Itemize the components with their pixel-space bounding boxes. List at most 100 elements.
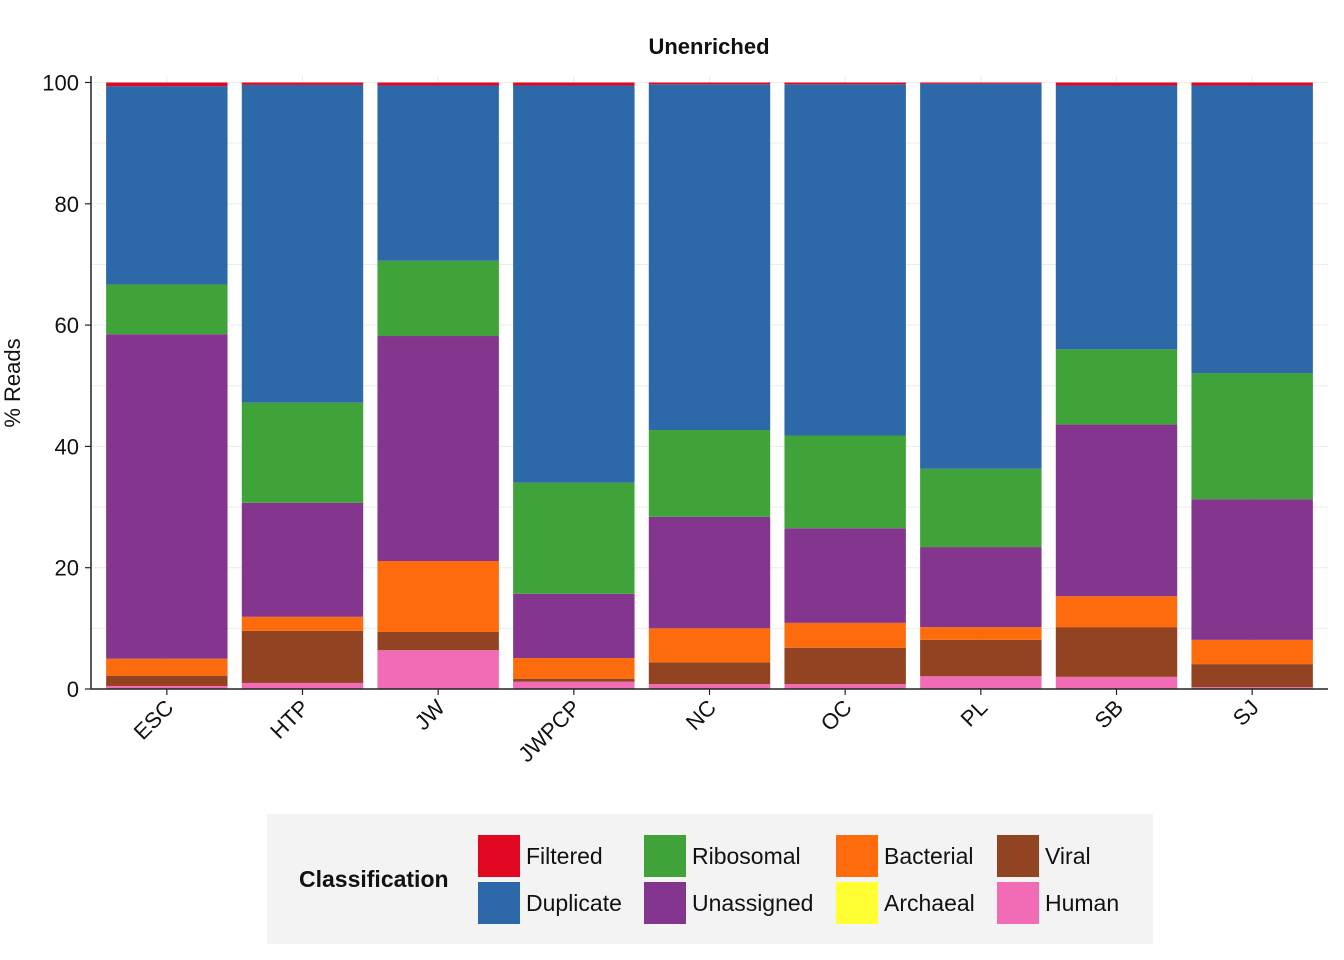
bar-segment-filtered <box>784 82 906 85</box>
legend-title: Classification <box>299 866 449 892</box>
bar-segment-duplicate <box>106 86 228 285</box>
bar-segment-viral <box>784 647 906 685</box>
bar-segment-ribosomal <box>106 284 228 335</box>
bar-segment-filtered <box>241 82 364 85</box>
x-tick-label: HTP <box>265 695 314 744</box>
legend: Classification Filtered Ribosomal Bacter… <box>267 814 1153 944</box>
bar-segment-viral <box>920 639 1042 677</box>
bar-segment-unassigned <box>241 502 364 617</box>
legend-swatch <box>997 882 1039 924</box>
bar-segment-ribosomal <box>513 482 635 594</box>
bar-segment-human <box>513 681 635 689</box>
legend-item-filtered: Filtered <box>478 834 603 878</box>
bar-segment-duplicate <box>920 83 1042 469</box>
bar-segment-unassigned <box>1191 499 1313 640</box>
bar-segment-human <box>1191 687 1313 689</box>
bar-segment-duplicate <box>1055 85 1178 350</box>
bar-segment-ribosomal <box>648 430 771 517</box>
bar-segment-filtered <box>920 82 1042 84</box>
legend-label: Duplicate <box>526 889 622 916</box>
bar-segment-unassigned <box>106 334 228 659</box>
bar-segment-duplicate <box>377 85 499 261</box>
bar-segment-viral <box>106 675 228 686</box>
legend-label: Bacterial <box>884 842 974 869</box>
bar-segment-bacterial <box>241 616 364 631</box>
legend-swatch <box>478 882 520 924</box>
bar-segment-unassigned <box>920 547 1042 628</box>
x-tick-label: JWPCP <box>513 695 585 767</box>
y-axis-label: % Reads <box>0 338 25 427</box>
bar-segment-ribosomal <box>1055 349 1178 425</box>
bar-segment-unassigned <box>648 516 771 629</box>
x-tick-label: JW <box>410 695 450 735</box>
bar-segment-unassigned <box>784 528 906 623</box>
stacked-bar-chart: 0 20 40 60 80 100 ESC HTP JW JWPCP NC OC PL SB SJ Unen… <box>0 34 1328 767</box>
legend-swatch <box>644 882 686 924</box>
legend-item-unassigned: Unassigned <box>644 881 813 925</box>
bar-segment-duplicate <box>784 84 906 436</box>
bar-segment-bacterial <box>106 658 228 676</box>
legend-swatch <box>836 835 878 877</box>
bar-segment-bacterial <box>920 627 1042 640</box>
y-tick-label: 0 <box>67 677 79 702</box>
bar-segment-duplicate <box>513 85 635 483</box>
legend-swatch <box>478 835 520 877</box>
bar-segment-ribosomal <box>241 402 364 503</box>
bar-segment-viral <box>1191 664 1313 688</box>
legend-item-bacterial: Bacterial <box>836 834 973 878</box>
bar-segment-duplicate <box>648 84 771 431</box>
legend-item-archaeal: Archaeal <box>836 881 975 925</box>
x-tick-label: NC <box>681 695 721 735</box>
bar-segment-filtered <box>1055 82 1178 86</box>
chart-title: Unenriched <box>648 34 769 59</box>
bar-segment-unassigned <box>377 336 499 562</box>
legend-swatch <box>644 835 686 877</box>
bar-segment-duplicate <box>1191 85 1313 374</box>
x-tick-label: SJ <box>1228 695 1264 731</box>
bar-segment-ribosomal <box>784 435 906 529</box>
legend-label: Filtered <box>526 842 603 869</box>
bar-segment-human <box>920 676 1042 689</box>
x-tick-label: ESC <box>129 695 179 745</box>
bar-segment-bacterial <box>784 622 906 648</box>
bar-segment-human <box>648 684 771 689</box>
bar-segment-human <box>1055 676 1178 689</box>
legend-label: Ribosomal <box>692 842 801 869</box>
bar-segment-viral <box>377 631 499 651</box>
bar-segment-unassigned <box>513 593 635 659</box>
x-tick-label: SB <box>1090 695 1128 733</box>
bar-segment-human <box>106 685 228 689</box>
bar-segment-viral <box>1055 627 1178 677</box>
legend-label: Human <box>1045 889 1120 916</box>
x-tick-label: OC <box>816 695 857 736</box>
legend-item-ribosomal: Ribosomal <box>644 834 801 878</box>
bar-segment-filtered <box>648 82 771 85</box>
legend-label: Viral <box>1045 842 1091 869</box>
bar-segment-filtered <box>1191 82 1313 86</box>
legend-item-human: Human <box>997 881 1119 925</box>
y-tick-label: 20 <box>55 556 79 581</box>
bar-segment-duplicate <box>241 84 364 403</box>
bar-segment-ribosomal <box>377 260 499 337</box>
bar-segment-bacterial <box>648 628 771 663</box>
bars <box>106 82 1313 689</box>
y-tick-label: 60 <box>55 313 79 338</box>
bar-segment-ribosomal <box>920 468 1042 548</box>
y-tick-label: 40 <box>55 434 79 459</box>
bar-segment-filtered <box>106 82 228 87</box>
bar-segment-ribosomal <box>1191 373 1313 500</box>
bar-segment-bacterial <box>377 561 499 632</box>
bar-segment-viral <box>648 662 771 685</box>
bar-segment-human <box>241 682 364 689</box>
legend-label: Archaeal <box>884 889 975 916</box>
bar-segment-human <box>377 650 499 689</box>
bar-segment-viral <box>513 678 635 682</box>
bar-segment-filtered <box>377 82 499 86</box>
bar-segment-viral <box>241 630 364 683</box>
y-tick-label: 100 <box>42 71 79 96</box>
x-tick-label: PL <box>956 695 993 732</box>
bar-segment-bacterial <box>1191 639 1313 665</box>
bar-segment-unassigned <box>1055 424 1178 597</box>
y-tick-label: 80 <box>55 192 79 217</box>
legend-item-duplicate: Duplicate <box>478 881 622 925</box>
